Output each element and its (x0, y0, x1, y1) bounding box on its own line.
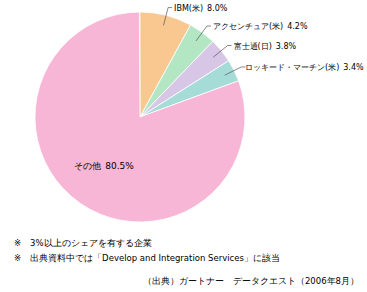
note: ※ 3%以上のシェアを有する企業 (14, 238, 152, 248)
label-name: ロッキード・マーチン(米) (245, 63, 339, 72)
label-value: 4.2% (287, 22, 308, 31)
label-value: 8.0% (207, 4, 228, 13)
slice-label: IBM(米) 8.0% (174, 4, 228, 13)
note: ※ 出典資料中では「Develop and Integration Servic… (14, 253, 280, 263)
label-name: アクセンチュア(米) (213, 22, 283, 31)
chart: IBM(米) 8.0% アクセンチュア(米) 4.2% 富士通(日) 3.8% ロッキード・… (0, 0, 367, 292)
label-value: 80.5% (105, 161, 134, 171)
leader-line (213, 46, 231, 58)
slice-label: ロッキード・マーチン(米) 3.4% (245, 63, 364, 72)
slice-label: 富士通(日) 3.8% (234, 42, 297, 51)
slice-label: その他 80.5% (74, 161, 134, 171)
page: {"chart_data": {"type": "pie", "categori… (0, 0, 367, 292)
label-value: 3.8% (276, 42, 297, 51)
leader-line (164, 8, 173, 26)
slice-label: アクセンチュア(米) 4.2% (213, 22, 308, 31)
slice (35, 12, 245, 222)
labels: IBM(米) 8.0% アクセンチュア(米) 4.2% 富士通(日) 3.8% ロッキード・… (74, 4, 364, 171)
label-name: 富士通(日) (234, 42, 272, 51)
source: （出典）ガートナー データクエスト（2006年8月） (143, 276, 359, 286)
leader-line (196, 26, 211, 41)
label-name: その他 (74, 161, 101, 171)
leader-line (225, 67, 246, 75)
slices (35, 12, 245, 222)
label-name: IBM(米) (174, 4, 203, 13)
label-value: 3.4% (343, 63, 364, 72)
